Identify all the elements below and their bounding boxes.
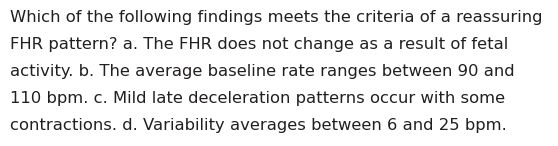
Text: contractions. d. Variability averages between 6 and 25 bpm.: contractions. d. Variability averages be…: [10, 118, 507, 133]
Text: 110 bpm. c. Mild late deceleration patterns occur with some: 110 bpm. c. Mild late deceleration patte…: [10, 91, 505, 106]
Text: Which of the following findings meets the criteria of a reassuring: Which of the following findings meets th…: [10, 10, 542, 25]
Text: FHR pattern? a. The FHR does not change as a result of fetal: FHR pattern? a. The FHR does not change …: [10, 37, 508, 52]
Text: activity. b. The average baseline rate ranges between 90 and: activity. b. The average baseline rate r…: [10, 64, 514, 79]
